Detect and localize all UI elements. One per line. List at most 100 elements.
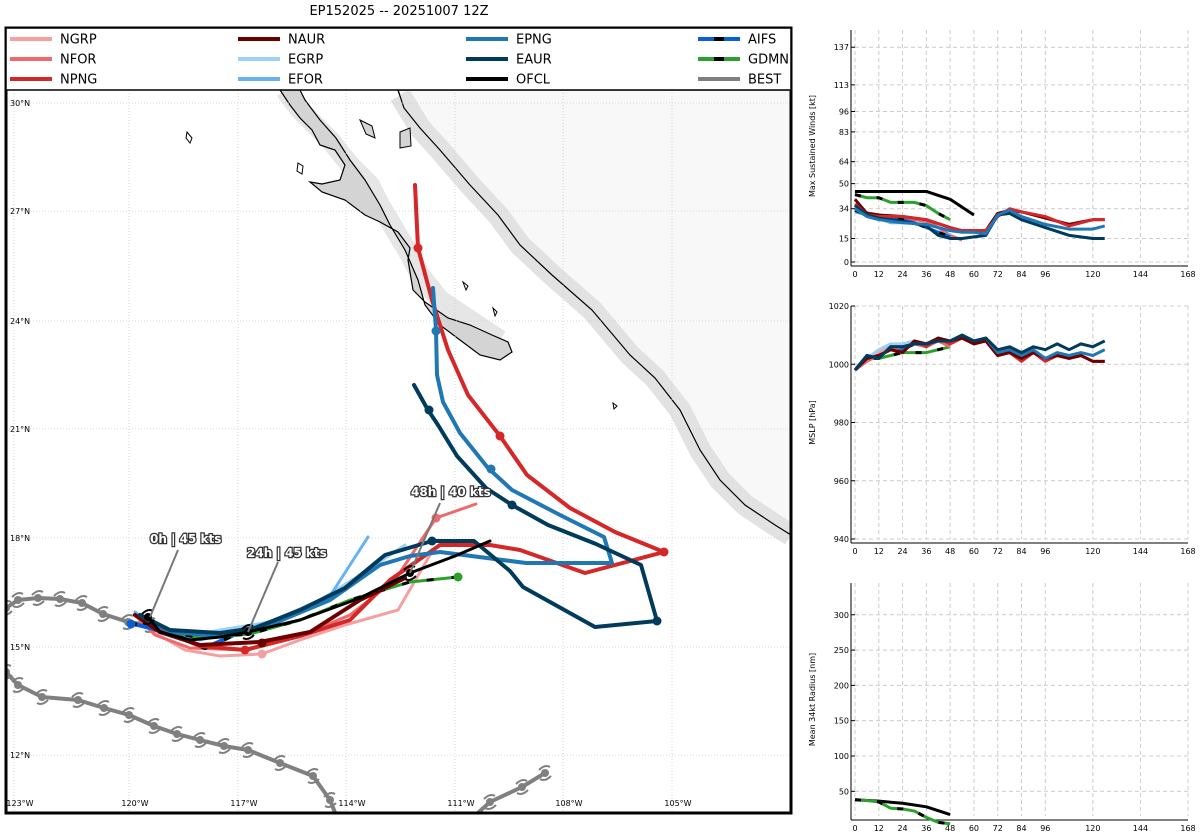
annotation-leader [247,561,279,633]
legend-entry-aifs: AIFS [698,33,776,48]
lon-label: 120°W [121,799,148,808]
best-marker [100,704,108,712]
best-hurricane-symbol [97,700,111,716]
best-marker [150,722,158,730]
panel-mean-34kt-radius-nm: 0 12 24 36 48 60 72 84 96 120 144 168 50 100 150 200 250… [808,583,1196,833]
x-tick-label: 168 [1180,824,1195,833]
y-tick-label: 1000 [829,360,849,369]
x-tick-label: 120 [1085,824,1100,833]
track-point-eaur [427,536,437,546]
legend: NGRP NFOR NPNG NAUR EGRP EFOR EPNG EAUR OFCL AIFS… [5,27,792,91]
best-marker [518,783,526,791]
y-tick-label: 15 [839,234,849,243]
x-tick-label: 144 [1133,824,1148,833]
best-hurricane-symbol [35,689,49,705]
best-hurricane-symbol [334,818,346,832]
legend-entry-best: BEST [698,73,781,88]
x-tick-label: 72 [993,824,1003,833]
legend-box [5,27,792,91]
x-tick-label: 60 [969,547,979,556]
x-tick-label: 72 [993,270,1003,279]
track-point-npng [413,243,423,253]
track-point-npng [240,645,250,655]
best-hurricane-symbol [31,590,45,606]
series-epng [854,207,1106,236]
series-eaur [853,333,1106,372]
legend-entry-egrp: EGRP [238,53,323,68]
series-eaur [854,204,1105,240]
x-tick-label: 48 [945,270,955,279]
best-marker [276,759,284,767]
lat-label: 27°N [10,207,30,216]
track-point-epng [486,464,496,474]
track-ofcl [146,539,492,642]
x-tick-label: 0 [852,270,857,279]
x-tick-label: 12 [874,824,884,833]
x-tick-label: 144 [1133,547,1148,556]
x-tick-label: 0 [852,824,857,833]
baja-california [279,90,513,361]
y-tick-label: 50 [839,787,849,796]
series-npng [853,202,1105,233]
ofcl-hurricane-symbol [241,624,255,640]
y-tick-label: 83 [839,128,849,137]
x-tick-label: 60 [969,270,979,279]
track-point-npng [495,431,505,441]
y-tick-label: 200 [834,681,849,690]
track-point-eaur [652,616,662,626]
map-axis-labels: 123°W 120°W 117°W 114°W 111°W 108°W 105°W 30°N 2… [6,99,691,808]
track-point-ngrp [257,649,267,659]
y-tick-label: 50 [839,180,849,189]
x-tick-label: 36 [921,824,931,833]
y-tick-label: 250 [834,646,849,655]
best-hurricane-symbol [170,726,184,742]
lon-label: 123°W [6,799,33,808]
best-marker [244,746,252,754]
forecast-tracks [6,183,669,832]
legend-label: NGRP [60,33,97,48]
forecast-annotation: 0h | 45 kts [150,532,221,546]
track-annotations: 0h | 45 kts 24h | 45 kts 48h | 40 kts [149,484,492,633]
best-hurricane-symbol [71,692,85,708]
y-tick-label: 1020 [829,302,849,311]
x-tick-label: 24 [897,547,907,556]
y-axis-label: Max Sustained Winds [kt] [808,95,817,197]
best-marker [14,596,22,604]
legend-entry-efor: EFOR [238,73,323,88]
legend-label: EAUR [516,53,552,68]
x-tick-label: 168 [1180,547,1195,556]
legend-label: GDMN [748,53,789,68]
legend-label: BEST [748,73,781,88]
best-marker [326,796,334,804]
panel-max-sustained-winds-kt: 0 12 24 36 48 60 72 84 96 120 144 168 0 15 34 50 64 83 96 1… [808,30,1196,279]
series-gdmn-dash [854,798,951,826]
y-axis-label: Mean 34kt Radius [nm] [808,653,817,746]
best-marker [173,730,181,738]
x-tick-label: 120 [1085,270,1100,279]
lat-label: 12°N [10,751,30,760]
y-tick-label: 150 [834,717,849,726]
x-tick-label: 84 [1016,547,1026,556]
x-tick-label: 84 [1016,270,1026,279]
best-hurricane-symbol [241,742,255,758]
track-point-eaur [507,500,517,510]
best-marker [466,816,474,824]
best-hurricane-symbol [75,595,89,611]
best-hurricane-symbol [122,707,136,723]
series-aifs-dash [854,208,951,239]
y-tick-label: 113 [834,81,849,90]
lon-label: 117°W [230,799,257,808]
lat-label: 18°N [10,534,30,543]
best-marker [196,736,204,744]
legend-label: EGRP [288,53,323,68]
track-point-gdmn [453,572,463,582]
annotation-leader [409,502,441,574]
best-hurricane-symbol [323,792,337,808]
legend-label: EPNG [516,33,552,48]
x-tick-label: 96 [1040,270,1050,279]
legend-entry-nfor: NFOR [10,53,96,68]
legend-entry-eaur: EAUR [466,53,552,68]
best-hurricane-symbol [217,738,231,754]
series-naur [853,336,1105,372]
